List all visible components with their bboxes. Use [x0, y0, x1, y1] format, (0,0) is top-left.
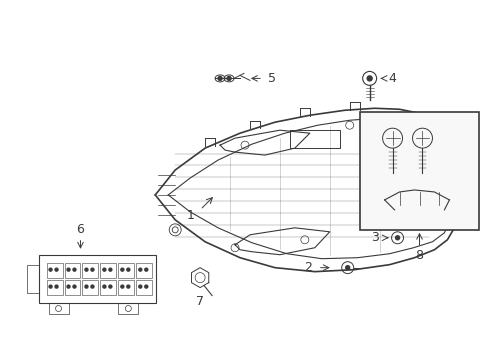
Circle shape	[145, 268, 148, 271]
Circle shape	[109, 285, 112, 288]
Circle shape	[103, 285, 106, 288]
Text: 3: 3	[371, 231, 379, 244]
Circle shape	[49, 285, 52, 288]
Bar	[82, 263, 98, 278]
Circle shape	[85, 268, 88, 271]
Circle shape	[49, 268, 52, 271]
Circle shape	[395, 236, 399, 240]
Circle shape	[91, 285, 94, 288]
Circle shape	[121, 268, 124, 271]
Circle shape	[367, 76, 372, 81]
Bar	[47, 263, 63, 278]
Bar	[47, 280, 63, 294]
Circle shape	[139, 268, 142, 271]
Bar	[119, 280, 134, 294]
Text: 6: 6	[76, 223, 84, 236]
Bar	[119, 263, 134, 278]
Text: 2: 2	[304, 261, 312, 274]
Circle shape	[218, 76, 222, 80]
Circle shape	[67, 285, 70, 288]
Circle shape	[127, 268, 130, 271]
Bar	[65, 280, 80, 294]
Bar	[119, 302, 138, 315]
Bar	[360, 112, 479, 230]
Bar	[136, 263, 152, 278]
Circle shape	[85, 285, 88, 288]
Bar	[65, 263, 80, 278]
Bar	[136, 280, 152, 294]
Circle shape	[91, 268, 94, 271]
Text: 5: 5	[268, 72, 276, 85]
Circle shape	[55, 285, 58, 288]
Bar	[82, 280, 98, 294]
Circle shape	[139, 285, 142, 288]
Circle shape	[127, 285, 130, 288]
Circle shape	[73, 268, 76, 271]
Circle shape	[121, 285, 124, 288]
Text: 4: 4	[389, 72, 396, 85]
Circle shape	[109, 268, 112, 271]
Bar	[100, 280, 116, 294]
Bar	[39, 255, 156, 302]
Circle shape	[145, 285, 148, 288]
Circle shape	[73, 285, 76, 288]
Circle shape	[103, 268, 106, 271]
Circle shape	[227, 76, 231, 80]
Text: 8: 8	[416, 249, 423, 262]
Circle shape	[346, 266, 350, 270]
Circle shape	[67, 268, 70, 271]
Circle shape	[55, 268, 58, 271]
Bar	[26, 265, 39, 293]
Text: 1: 1	[186, 210, 194, 222]
Bar	[100, 263, 116, 278]
Text: 7: 7	[196, 295, 204, 308]
Bar	[49, 302, 69, 315]
